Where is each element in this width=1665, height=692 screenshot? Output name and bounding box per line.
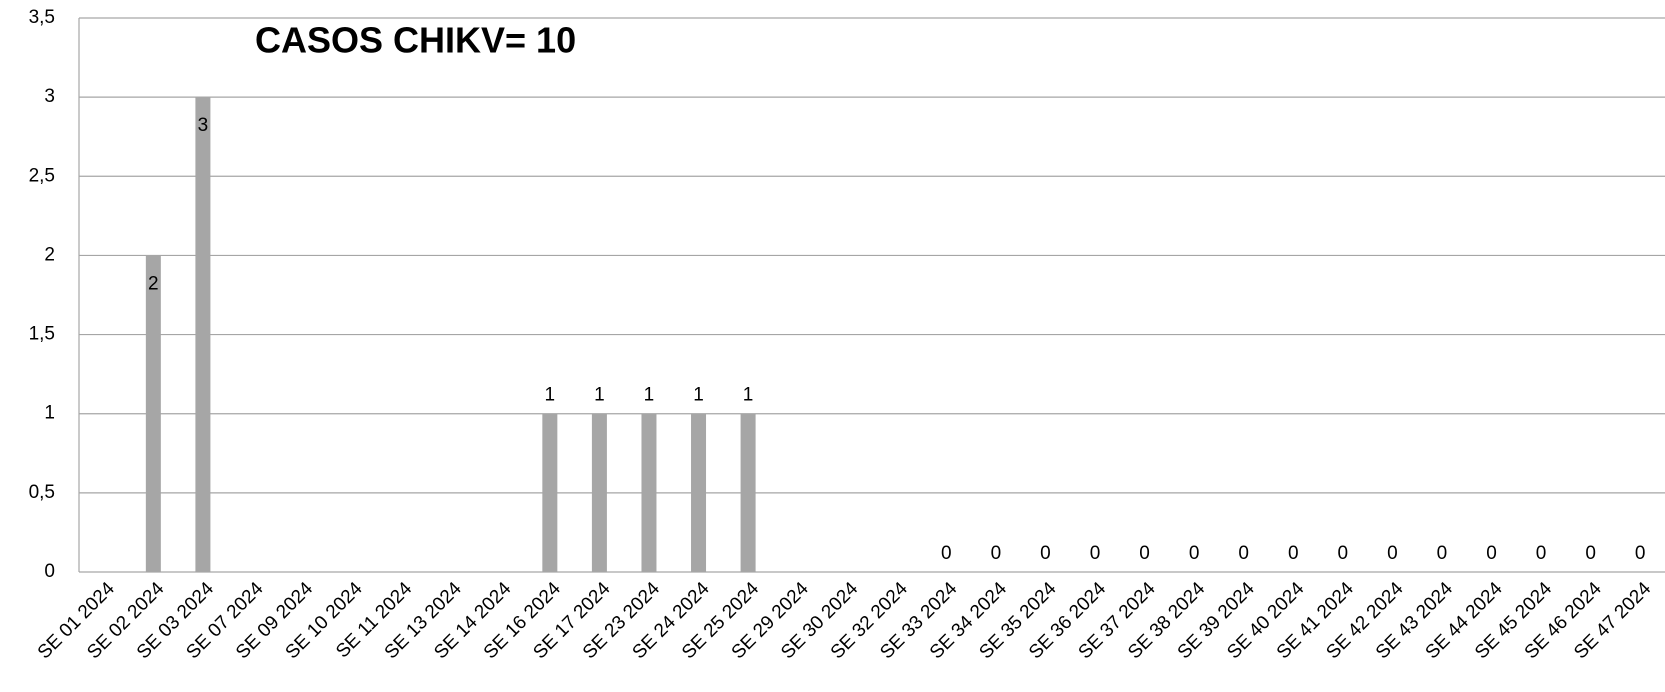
value-label: 0 (1040, 543, 1051, 564)
value-label: 1 (743, 385, 754, 406)
value-label: 0 (1486, 543, 1497, 564)
value-label: 1 (545, 385, 556, 406)
value-label: 0 (1189, 543, 1200, 564)
bar (740, 413, 756, 572)
value-label: 0 (1635, 543, 1646, 564)
value-label: 0 (1238, 543, 1249, 564)
value-label: 0 (1536, 543, 1547, 564)
chart-title: CASOS CHIKV= 10 (255, 20, 576, 61)
bar (542, 413, 558, 572)
value-label: 0 (991, 543, 1002, 564)
y-tick-label: 1 (44, 403, 55, 424)
y-tick-label: 2,5 (29, 165, 55, 186)
value-label: 0 (1288, 543, 1299, 564)
value-label: 2 (148, 273, 159, 294)
value-label: 0 (1338, 543, 1349, 564)
bar (145, 255, 161, 572)
value-label: 1 (594, 385, 605, 406)
y-tick-label: 0,5 (29, 482, 55, 503)
y-tick-label: 1,5 (29, 324, 55, 345)
value-label: 1 (644, 385, 655, 406)
bar (591, 413, 607, 572)
y-tick-label: 0 (44, 561, 55, 582)
y-tick-label: 3,5 (29, 7, 55, 28)
y-tick-label: 2 (44, 244, 55, 265)
value-label: 0 (1387, 543, 1398, 564)
value-label: 0 (1585, 543, 1596, 564)
bar (691, 413, 707, 572)
value-label: 3 (198, 115, 209, 136)
value-label: 0 (1437, 543, 1448, 564)
value-label: 1 (693, 385, 704, 406)
value-label: 0 (941, 543, 952, 564)
value-label: 0 (1139, 543, 1150, 564)
bar (195, 97, 211, 573)
value-label: 0 (1090, 543, 1101, 564)
y-tick-label: 3 (44, 86, 55, 107)
bar (641, 413, 657, 572)
